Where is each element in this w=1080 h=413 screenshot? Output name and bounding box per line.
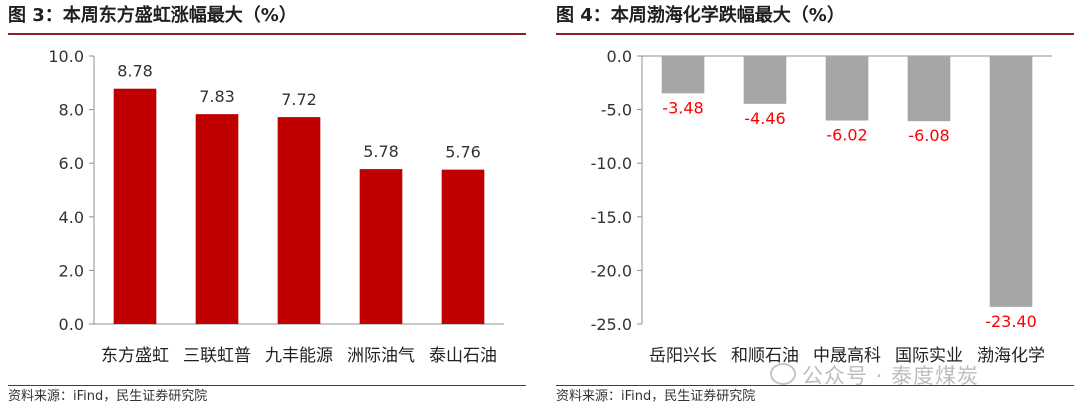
data-label: -4.46 — [744, 109, 785, 128]
data-label: -6.08 — [908, 126, 949, 145]
data-label: 8.78 — [117, 62, 153, 81]
y-tick-label: -20.0 — [591, 261, 632, 280]
footer-rule — [556, 385, 1074, 386]
y-tick-label: 0.0 — [59, 315, 84, 334]
data-label: -23.40 — [985, 312, 1037, 331]
bar — [441, 169, 485, 324]
data-label: -3.48 — [662, 98, 703, 117]
bar — [277, 117, 321, 324]
y-tick-label: 0.0 — [607, 47, 632, 66]
category-label: 三联虹普 — [183, 346, 251, 366]
category-label: 洲际油气 — [347, 346, 415, 366]
bar — [989, 56, 1033, 307]
bar — [113, 88, 157, 324]
y-tick-label: 10.0 — [48, 47, 84, 66]
watermark: 公众号 · 泰度煤炭 — [770, 360, 979, 390]
source-note: 资料来源：iFind，民生证券研究院 — [8, 389, 208, 404]
category-label: 渤海化学 — [977, 346, 1045, 366]
category-label: 和顺石油 — [731, 346, 799, 366]
bar — [743, 56, 787, 104]
bar-chart-gainers: 0.0 2.0 4.0 6.0 8.0 10.0 8.78 东方盛虹 7.83 三联虹普 7.72 九… — [48, 47, 504, 366]
data-label: 7.83 — [199, 87, 235, 106]
source-note: 资料来源：iFind，民生证券研究院 — [556, 389, 756, 404]
category-label: 岳阳兴长 — [649, 346, 717, 366]
y-tick-label: 2.0 — [59, 261, 84, 280]
category-label: 中晟高科 — [813, 346, 881, 366]
chart-panel-right: 图 4：本周渤海化学跌幅最大（%） 0.0 -5.0 -10.0 -15.0 -20.0… — [556, 0, 1080, 413]
y-tick-label: -5.0 — [601, 101, 632, 120]
data-label: -6.02 — [826, 126, 867, 145]
bar — [661, 56, 705, 94]
category-label: 泰山石油 — [429, 346, 497, 366]
bar — [825, 56, 869, 121]
chart-title: 图 3：本周东方盛虹涨幅最大（%） — [8, 5, 297, 26]
wechat-icon — [770, 363, 796, 385]
category-label: 九丰能源 — [265, 346, 333, 366]
title-rule — [556, 33, 1074, 35]
y-tick-label: 4.0 — [59, 208, 84, 227]
y-tick-label: -15.0 — [591, 208, 632, 227]
y-tick-label: -10.0 — [591, 154, 632, 173]
y-tick-label: -25.0 — [591, 315, 632, 334]
chart-title: 图 4：本周渤海化学跌幅最大（%） — [556, 5, 845, 26]
data-label: 5.76 — [445, 143, 481, 162]
bar — [195, 114, 239, 324]
category-label: 东方盛虹 — [101, 346, 169, 366]
category-label: 国际实业 — [895, 346, 963, 366]
title-rule — [8, 33, 526, 35]
bar-chart-losers: 0.0 -5.0 -10.0 -15.0 -20.0 -25.0 -3.48 岳阳兴长 -4.4… — [591, 47, 1052, 366]
chart-panel-left: 图 3：本周东方盛虹涨幅最大（%） 0.0 2.0 4.0 6.0 8.0 10.0 8.7… — [8, 0, 532, 413]
watermark-text: 公众号 · 泰度煤炭 — [802, 364, 980, 388]
y-tick-label: 8.0 — [59, 101, 84, 120]
bar — [359, 169, 403, 324]
y-tick-label: 6.0 — [59, 154, 84, 173]
data-label: 7.72 — [281, 90, 317, 109]
bar — [907, 56, 951, 122]
footer-rule — [8, 385, 526, 386]
data-label: 5.78 — [363, 142, 399, 161]
